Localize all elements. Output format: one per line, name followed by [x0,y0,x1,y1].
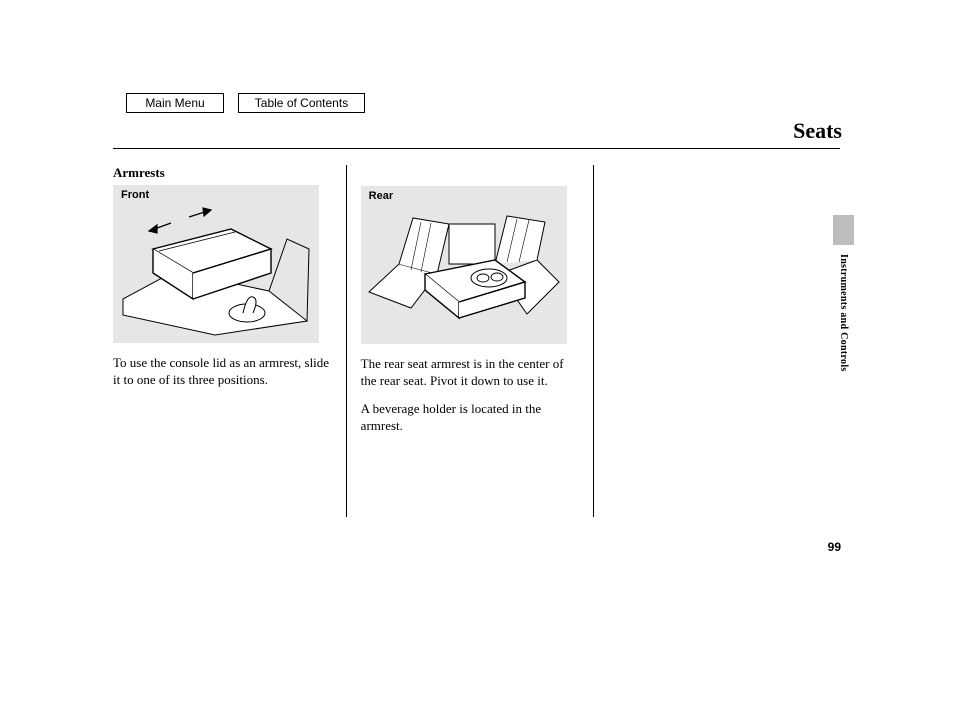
subheading-armrests: Armrests [113,165,332,181]
main-menu-button[interactable]: Main Menu [126,93,224,113]
nav-buttons: Main Menu Table of Contents [126,93,365,113]
column-rear: Rear [346,165,594,517]
rear-armrest-illustration [367,204,561,338]
figure-front-caption: Front [121,189,149,201]
figure-front-armrest: Front [113,185,319,343]
figure-rear-armrest: Rear [361,186,567,344]
content-area: Armrests Front [113,165,841,517]
front-armrest-text: To use the console lid as an armrest, sl… [113,355,332,388]
spacer [361,165,580,186]
rear-armrest-text-1: The rear seat armrest is in the center o… [361,356,580,389]
toc-button[interactable]: Table of Contents [238,93,365,113]
column-front: Armrests Front [113,165,346,517]
front-armrest-illustration [119,203,313,337]
column-empty [593,165,841,517]
figure-rear-caption: Rear [369,190,393,202]
page-title: Seats [793,118,842,144]
page-number: 99 [828,540,841,554]
rear-armrest-text-2: A beverage holder is located in the armr… [361,401,580,434]
title-rule [113,148,840,149]
